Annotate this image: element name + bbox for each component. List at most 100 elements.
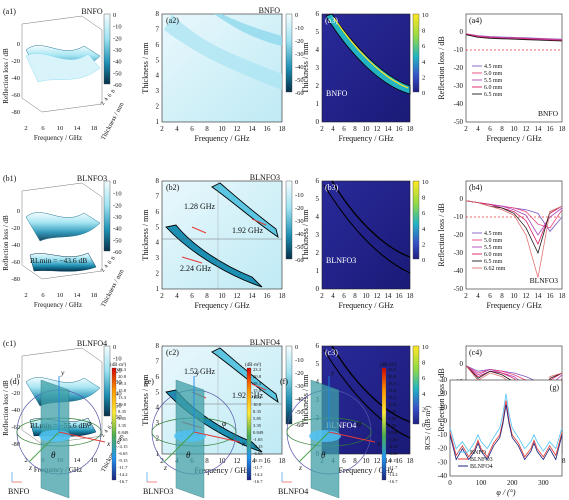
colorbar-tick: 23.3 [388, 367, 397, 372]
x-tick-label: 2 [320, 292, 324, 300]
colorbar-tick: 6 [422, 210, 426, 217]
panel-title: BLNFO3 [77, 174, 107, 183]
x-tick-label: 12 [234, 125, 242, 133]
y-tick-label: 2 [316, 82, 320, 90]
panel-name: BLNFO4 [326, 421, 356, 430]
z-axis-arrow [28, 431, 60, 463]
colorbar-unit: (dB·m²) [245, 362, 262, 368]
rl-series-line [465, 34, 563, 42]
y-tick-label: 2 [156, 103, 160, 111]
panel-label: (a1) [3, 7, 16, 16]
colorbar-tick: 4 [422, 59, 426, 66]
x-tick-label: 14 [249, 457, 257, 465]
colorbar-tick: -40 [295, 396, 304, 403]
colorbar-tick: 13.3 [388, 395, 397, 400]
x-tick-label: 12 [374, 125, 382, 133]
x-tick-label: 2 [320, 125, 324, 133]
y-tick-label: -20 [454, 64, 464, 72]
y-tick-label: 2 [100, 268, 107, 273]
y-tick-label: 2 [100, 101, 107, 106]
y-tick-label: 5 [316, 360, 320, 368]
y-tick-label: -40 [454, 267, 464, 275]
rl-series-line [465, 33, 563, 40]
colorbar [103, 13, 111, 85]
legend-entry: 6.62 mm [484, 266, 506, 272]
y-tick-label: 8 [110, 256, 117, 261]
colorbar-tick: 2 [422, 74, 425, 81]
x-tick-label: 2 [464, 125, 468, 133]
delta-contour [323, 184, 411, 274]
y-tick-label: 0 [316, 285, 320, 293]
colorbar-tick: -10 [295, 25, 304, 32]
colorbar-tick: 18.3 [118, 381, 127, 386]
theta-label: θ [51, 450, 56, 460]
rl-band [214, 14, 282, 46]
colorbar [412, 180, 420, 260]
legend-entry: 5.5 mm [484, 245, 503, 251]
y-tick-label: 30 [440, 376, 448, 384]
y-axis-label: Thickness / mm [100, 101, 126, 141]
y-axis-label: Thickness / mm [141, 374, 150, 426]
y-tick-label: 8 [156, 177, 160, 185]
x-tick-label: 14 [385, 292, 393, 300]
panel-title: BNFO [81, 7, 103, 16]
colorbar-unit: (dB·m²) [110, 362, 127, 368]
axis-z-label: z [298, 463, 302, 472]
colorbar-tick: 13.3 [253, 395, 262, 400]
colorbar-tick: -20 [113, 202, 122, 209]
x-tick-label: 8 [205, 457, 209, 465]
x-tick-label: 14 [74, 457, 81, 464]
x-axis-label: Frequency / GHz [194, 466, 250, 475]
panel-name: BNFO [538, 109, 559, 118]
x-tick-label: 4 [175, 292, 179, 300]
z-tick-label: -40 [11, 407, 20, 414]
rl-series-line [465, 33, 563, 40]
y-tick-label: 4 [316, 213, 320, 221]
y-tick-label: 6 [156, 373, 160, 381]
z-tick-label: -20 [11, 58, 20, 65]
x-tick-label: 14 [74, 125, 81, 132]
colorbar-tick: -4.15 [118, 444, 128, 449]
panel-label: (b3) [325, 183, 339, 192]
colorbar-tick: 8 [422, 28, 425, 35]
phi-label: φ [222, 419, 227, 428]
y-tick-label: -30 [454, 249, 464, 257]
y-tick-label: 4 [316, 46, 320, 54]
colorbar-tick: 6 [422, 43, 426, 50]
x-tick-label: 10 [363, 125, 371, 133]
legend-entry: 6.5 mm [484, 259, 503, 265]
x-tick-label: 12 [374, 292, 382, 300]
y-tick-label: -40 [454, 100, 464, 108]
x-tick-label: 10 [219, 292, 227, 300]
x-tick-label: 14 [249, 292, 257, 300]
x-tick-label: 300 [538, 479, 549, 487]
y-tick-label: 0 [316, 118, 320, 126]
panel-label: (b4) [469, 183, 483, 192]
axis-y-label: y [60, 368, 65, 377]
x-axis-arrow [58, 431, 106, 443]
colorbar-tick: -30 [113, 214, 122, 221]
y-tick-label: 4 [103, 429, 110, 434]
x-tick-label: 18 [407, 457, 415, 465]
colorbar-tick: 20.8 [118, 374, 127, 379]
colorbar-tick: 10 [422, 179, 429, 186]
x-axis-label: Frequency / GHz [338, 466, 394, 475]
colorbar-tick: -11.7 [253, 465, 263, 470]
x-tick-label: 14 [385, 457, 393, 465]
panel-label: (c3) [325, 348, 338, 357]
colorbar-tick: -30 [295, 51, 304, 58]
legend-entry: BNFO [470, 450, 487, 456]
colorbar-tick: -9.15 [253, 458, 263, 463]
surface-flat [25, 53, 101, 83]
colorbar-tick: -6.65 [253, 451, 263, 456]
rl-band [164, 14, 282, 90]
y-tick-label: 8 [156, 342, 160, 350]
colorbar-tick: -50 [113, 237, 122, 244]
colorbar [246, 367, 252, 481]
x-tick-label: 12 [523, 292, 531, 300]
x-tick-label: 2 [24, 457, 27, 464]
